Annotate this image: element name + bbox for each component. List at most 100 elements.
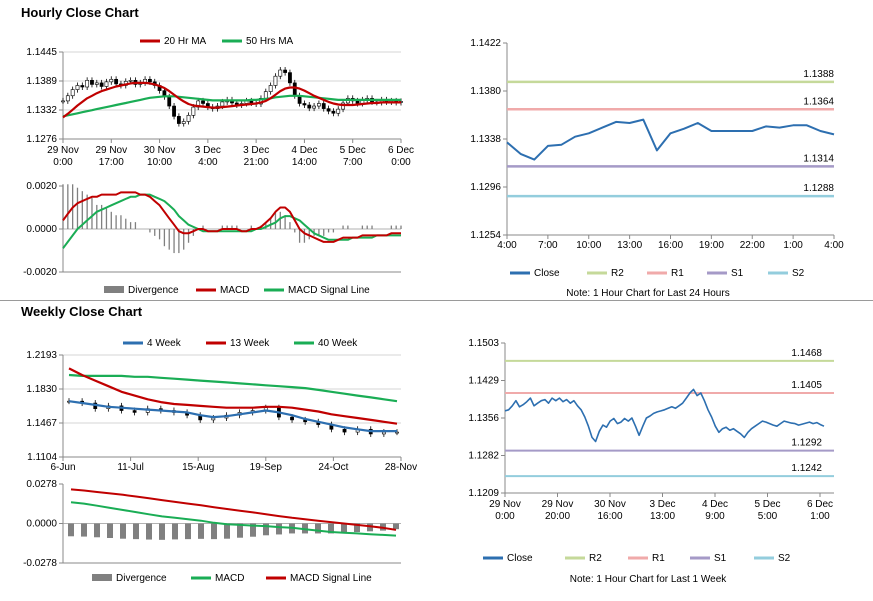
hourly-pivot-r2-label: 1.1388 xyxy=(803,69,834,80)
weekly-pivot-x-tick-label: 9:00 xyxy=(705,511,725,522)
hourly-price-x-tick-label: 29 Nov xyxy=(47,145,79,156)
weekly-price-y-tick-label: 1.1467 xyxy=(26,418,57,429)
hourly-price-candle-body xyxy=(191,106,196,116)
weekly-divergence-bar xyxy=(107,523,113,538)
weekly-divergence-bar xyxy=(172,523,178,540)
hourly-price-candle-body xyxy=(307,104,312,109)
weekly-pivot-legend-entry: R1 xyxy=(652,553,665,564)
hourly-pivot-x-tick-label: 4:00 xyxy=(497,240,517,251)
hourly-price-x-tick-label: 3 Dec xyxy=(195,145,221,156)
weekly-macd-y-tick-label: -0.0278 xyxy=(23,558,57,569)
hourly-price-candle-body xyxy=(167,96,172,107)
weekly-price-legend-entry: 4 Week xyxy=(147,338,182,349)
hourly-price-candle-body xyxy=(172,105,176,117)
hourly-price-x-tick-label: 7:00 xyxy=(343,157,363,168)
weekly-divergence-bar xyxy=(224,523,230,539)
hourly-price-candle-body xyxy=(90,80,94,85)
weekly-pivot-note: Note: 1 Hour Chart for Last 1 Week xyxy=(570,574,728,585)
hourly-price-candle-body xyxy=(201,100,205,104)
weekly-40wk-line xyxy=(68,373,398,403)
hourly-price-x-tick-label: 0:00 xyxy=(391,157,411,168)
weekly-divergence-bar xyxy=(146,523,152,540)
hourly-price-candle-body xyxy=(61,100,65,103)
weekly-divergence-bar xyxy=(250,523,256,537)
weekly-price-candle-body xyxy=(381,431,386,435)
weekly-macd-legend-entry: MACD Signal Line xyxy=(290,573,372,584)
weekly-divergence-bar xyxy=(315,523,321,534)
hourly-price-candle-body xyxy=(336,108,341,114)
hourly-pivot-close-line xyxy=(506,118,835,161)
weekly-divergence-bar xyxy=(211,523,217,540)
hourly-price-candle-body xyxy=(292,82,297,97)
hourly-price-x-tick-label: 30 Nov xyxy=(144,145,176,156)
weekly-divergence-bar xyxy=(185,523,191,540)
weekly-divergence-bar xyxy=(68,523,74,537)
hourly-price-x-tick-label: 4:00 xyxy=(198,157,218,168)
weekly-pivot-x-tick-label: 0:00 xyxy=(495,511,515,522)
hourly-price-candle-body xyxy=(181,121,186,124)
weekly-4wk-line xyxy=(68,400,397,433)
hourly-price-candle-body xyxy=(186,115,191,122)
hourly-price-x-tick-label: 3 Dec xyxy=(243,145,269,156)
hourly-ma50-line xyxy=(62,94,401,118)
hourly-price-candle-body xyxy=(148,78,152,83)
weekly-section-title: Weekly Close Chart xyxy=(21,304,143,319)
weekly-divergence-bar xyxy=(341,523,347,533)
weekly-divergence-bar xyxy=(94,523,100,538)
hourly-pivot-x-tick-label: 4:00 xyxy=(824,240,844,251)
weekly-pivot-x-tick-label: 4 Dec xyxy=(702,499,728,510)
weekly-price-candle-body xyxy=(342,428,347,433)
hourly-price-y-tick-label: 1.1332 xyxy=(26,105,57,116)
hourly-pivot-y-tick-label: 1.1296 xyxy=(470,182,501,193)
weekly-divergence-bar xyxy=(276,523,282,535)
weekly-price-candle-body xyxy=(290,416,294,421)
weekly-pivot-x-tick-label: 13:00 xyxy=(650,511,675,522)
weekly-divergence-bar xyxy=(133,523,139,540)
hourly-macd-y-tick-label: 0.0020 xyxy=(26,181,57,192)
weekly-price-x-tick-label: 28-Nov xyxy=(385,462,417,473)
weekly-pivot-x-tick-label: 29 Nov xyxy=(489,499,521,510)
weekly-macd-legend-entry: MACD xyxy=(215,573,244,584)
hourly-pivot-x-tick-label: 19:00 xyxy=(699,240,724,251)
weekly-price-x-tick-label: 11-Jul xyxy=(117,462,144,473)
weekly-divergence-bar xyxy=(328,523,334,534)
hourly-price-x-tick-label: 0:00 xyxy=(53,157,73,168)
weekly-divergence-bar xyxy=(263,523,269,536)
weekly-divergence-bar xyxy=(81,523,87,537)
hourly-price-candle-body xyxy=(80,85,85,88)
weekly-price-x-tick-label: 19-Sep xyxy=(250,462,283,473)
hourly-pivot-y-tick-label: 1.1338 xyxy=(470,134,501,145)
hourly-price-candle-body xyxy=(249,100,254,104)
hourly-price-candle-body xyxy=(263,91,268,99)
hourly-pivot-x-tick-label: 10:00 xyxy=(576,240,601,251)
weekly-pivot-x-tick-label: 29 Nov xyxy=(542,499,574,510)
hourly-macd-line xyxy=(62,191,401,243)
weekly-price-candle-body xyxy=(395,431,399,434)
weekly-divergence-bar xyxy=(120,523,126,539)
weekly-divergence-bar xyxy=(198,523,204,539)
hourly-price-candle-body xyxy=(302,103,307,106)
weekly-divergence-bar xyxy=(159,523,165,540)
hourly-pivot-note: Note: 1 Hour Chart for Last 24 Hours xyxy=(566,288,729,299)
hourly-pivot-x-tick-label: 7:00 xyxy=(538,240,558,251)
weekly-pivot-s1-label: 1.1292 xyxy=(791,438,822,449)
weekly-pivot-x-tick-label: 30 Nov xyxy=(594,499,626,510)
hourly-price-x-tick-label: 4 Dec xyxy=(291,145,317,156)
hourly-ma20-line xyxy=(62,81,401,119)
hourly-price-x-tick-label: 5 Dec xyxy=(340,145,366,156)
hourly-pivot-legend-entry: S2 xyxy=(792,268,805,279)
hourly-price-candle-body xyxy=(268,85,273,92)
hourly-price-x-tick-label: 6 Dec xyxy=(388,145,414,156)
hourly-price-candle-body xyxy=(326,108,331,112)
hourly-price-candle-body xyxy=(317,103,321,107)
weekly-pivot-y-tick-label: 1.1429 xyxy=(468,376,499,387)
section-divider xyxy=(0,300,873,301)
weekly-macd-signal-line xyxy=(70,488,397,531)
hourly-pivot-y-tick-label: 1.1254 xyxy=(470,230,501,241)
hourly-price-y-tick-label: 1.1276 xyxy=(26,134,57,145)
weekly-pivot-r1-label: 1.1405 xyxy=(791,380,822,391)
hourly-price-x-tick-label: 14:00 xyxy=(292,157,317,168)
weekly-macd-line xyxy=(70,501,397,537)
hourly-pivot-x-tick-label: 1:00 xyxy=(783,240,803,251)
weekly-pivot-x-tick-label: 1:00 xyxy=(810,511,830,522)
